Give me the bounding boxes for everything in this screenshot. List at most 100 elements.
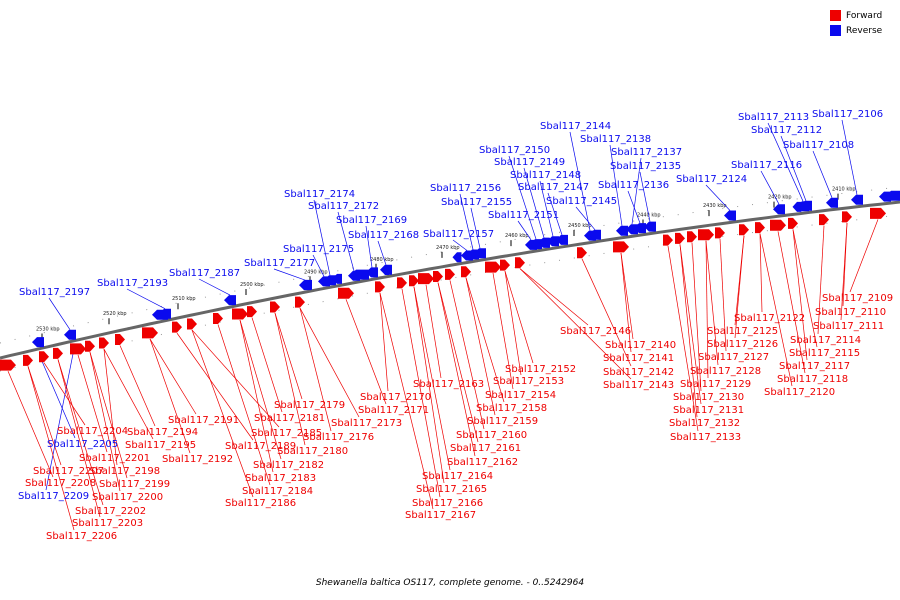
scale-tick-label: 2500 kbp xyxy=(240,282,264,288)
gene-arrow xyxy=(461,250,473,261)
label-leader xyxy=(523,167,545,238)
scale-tick-label: 2470 kbp xyxy=(436,245,460,251)
label-leader xyxy=(465,277,505,403)
label-leader xyxy=(313,199,331,276)
label-leader xyxy=(792,229,808,361)
gene-label-forward: Sbal117_2202 xyxy=(75,506,146,517)
scale-tick-label: 2430 kbp xyxy=(703,203,727,209)
label-leader xyxy=(103,348,118,466)
gene-arrow xyxy=(115,334,125,345)
label-leader xyxy=(547,192,563,236)
gene-label-forward: Sbal117_2140 xyxy=(605,340,676,351)
label-leader xyxy=(239,319,282,460)
gene-label-forward: Sbal117_2201 xyxy=(79,453,150,464)
label-leader xyxy=(504,271,522,376)
label-leader xyxy=(639,171,651,222)
gene-label-forward: Sbal117_2114 xyxy=(790,335,861,346)
label-leader xyxy=(840,222,848,321)
gene-arrow xyxy=(381,265,389,275)
gene-arrow xyxy=(842,211,852,223)
label-leader xyxy=(45,348,75,491)
gene-arrow xyxy=(675,232,685,244)
label-leader xyxy=(345,299,387,405)
label-leader xyxy=(792,229,818,348)
gene-label-forward: Sbal117_2118 xyxy=(777,374,848,385)
gene-arrow xyxy=(172,321,182,333)
gene-label-forward: Sbal117_2166 xyxy=(412,498,483,509)
gene-label-reverse: Sbal117_2172 xyxy=(308,201,379,212)
label-leader xyxy=(7,370,54,478)
gene-arrow xyxy=(213,313,223,324)
scale-tick-label: 2530 kbp xyxy=(36,327,60,333)
gene-arrow xyxy=(70,343,86,355)
gene-label-forward: Sbal117_2167 xyxy=(405,510,476,521)
label-leader xyxy=(119,345,156,427)
gene-arrow xyxy=(663,234,673,246)
gene-label-reverse: Sbal117_2187 xyxy=(169,268,240,279)
gene-label-forward: Sbal117_2120 xyxy=(764,387,835,398)
gene-arrow xyxy=(577,247,587,259)
label-leader xyxy=(57,359,101,518)
label-leader xyxy=(337,211,355,271)
label-leader xyxy=(508,155,537,240)
gene-label-forward: Sbal117_2161 xyxy=(450,443,521,454)
gene-label-reverse: Sbal117_2113 xyxy=(738,112,809,123)
scale-tick-label: 2510 kbp xyxy=(172,296,196,302)
label-leader xyxy=(437,282,479,443)
gene-arrow xyxy=(698,229,714,241)
label-leader xyxy=(217,324,271,486)
gene-label-forward: Sbal117_2207 xyxy=(33,466,104,477)
gene-arrow xyxy=(53,347,63,359)
gene-arrow xyxy=(397,277,407,289)
label-leader xyxy=(759,233,793,387)
gene-arrow xyxy=(318,276,330,287)
gene-label-reverse: Sbal117_2205 xyxy=(47,439,118,450)
label-leader xyxy=(27,366,62,466)
gene-label-reverse: Sbal117_2177 xyxy=(244,258,315,269)
gene-arrow xyxy=(589,229,601,240)
gene-arrow xyxy=(23,354,33,366)
gene-label-reverse: Sbal117_2151 xyxy=(488,210,559,221)
gene-arrow xyxy=(152,309,168,320)
label-leader xyxy=(401,288,441,498)
label-leader xyxy=(734,235,745,339)
label-leader xyxy=(620,252,632,353)
label-leader xyxy=(198,278,231,296)
gene-label-forward: Sbal117_2180 xyxy=(277,446,348,457)
gene-arrow xyxy=(755,222,765,234)
gene-arrow xyxy=(39,351,49,363)
gene-label-reverse: Sbal117_2145 xyxy=(546,196,617,207)
gene-arrow xyxy=(445,268,455,280)
gene-label-reverse: Sbal117_2112 xyxy=(751,125,822,136)
label-leader xyxy=(812,150,833,198)
gene-label-forward: Sbal117_2131 xyxy=(673,405,744,416)
label-leader xyxy=(425,284,442,379)
gene-label-reverse: Sbal117_2135 xyxy=(610,161,681,172)
gene-label-forward: Sbal117_2204 xyxy=(57,426,128,437)
gene-label-forward: Sbal117_2117 xyxy=(779,361,850,372)
label-leader xyxy=(149,338,191,454)
gene-label-forward: Sbal117_2154 xyxy=(485,390,556,401)
gene-label-forward: Sbal117_2179 xyxy=(274,400,345,411)
gene-arrow xyxy=(644,221,656,232)
gene-label-forward: Sbal117_2183 xyxy=(245,473,316,484)
label-leader xyxy=(817,225,825,335)
gene-label-reverse: Sbal117_2168 xyxy=(348,230,419,241)
gene-arrow xyxy=(792,201,802,212)
gene-arrow xyxy=(826,197,838,208)
label-leader xyxy=(470,207,481,249)
gene-label-forward: Sbal117_2111 xyxy=(813,321,884,332)
gene-label-forward: Sbal117_2126 xyxy=(707,339,778,350)
gene-label-reverse: Sbal117_2108 xyxy=(783,140,854,151)
gene-label-forward: Sbal117_2130 xyxy=(673,392,744,403)
gene-arrow xyxy=(616,225,628,236)
label-leader xyxy=(191,329,280,428)
label-leader xyxy=(149,338,197,415)
gene-label-forward: Sbal117_2127 xyxy=(698,352,769,363)
gene-arrows xyxy=(0,190,900,371)
gene-label-reverse: Sbal117_2149 xyxy=(494,157,565,168)
gene-label-forward: Sbal117_2171 xyxy=(358,405,429,416)
legend: Forward Reverse xyxy=(830,8,892,38)
gene-arrow xyxy=(773,204,785,215)
label-leader xyxy=(631,157,642,225)
